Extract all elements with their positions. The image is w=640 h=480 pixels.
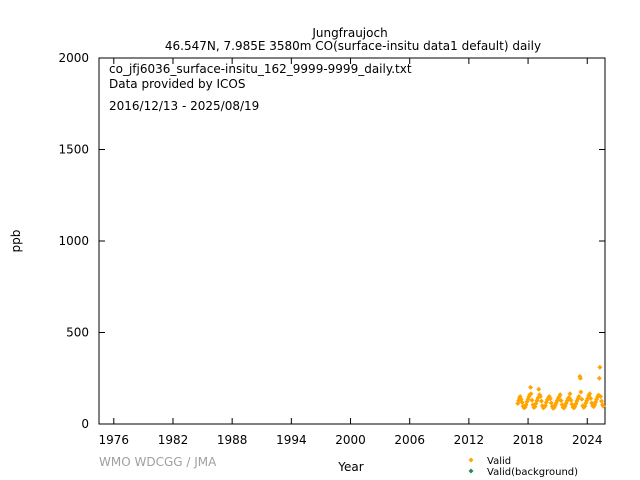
y-axis-label: ppb <box>9 230 23 253</box>
data-point-valid <box>536 386 542 392</box>
x-tick-label: 2018 <box>513 433 544 447</box>
data-point-valid <box>528 391 534 397</box>
data-point-valid <box>538 398 544 404</box>
x-tick-label: 2000 <box>335 433 366 447</box>
x-tick-label: 2012 <box>454 433 485 447</box>
y-tick-label: 1000 <box>58 234 89 248</box>
y-axis: 0 500 1000 1500 2000 <box>58 51 605 431</box>
data-point-valid <box>557 392 563 398</box>
data-point-valid <box>597 364 603 370</box>
data-point-valid <box>519 399 525 405</box>
x-tick-label: 2024 <box>572 433 603 447</box>
data-point-valid <box>577 375 583 381</box>
y-tick-label: 500 <box>66 326 89 340</box>
data-point-valid <box>537 394 543 400</box>
x-axis-label: Year <box>337 460 363 474</box>
chart-subtitle: 46.547N, 7.985E 3580m CO(surface-insitu … <box>165 39 541 53</box>
legend-label-valid-background: Valid(background) <box>487 467 578 478</box>
data-point-valid <box>599 398 605 404</box>
data-point-valid <box>579 396 585 402</box>
data-point-valid <box>596 375 602 381</box>
data-point-valid <box>598 394 604 400</box>
legend-marker-valid-background <box>468 468 474 474</box>
x-tick-label: 1994 <box>276 433 307 447</box>
annotation-filename: co_jfj6036_surface-insitu_162_9999-9999_… <box>109 62 412 76</box>
data-point-valid <box>576 394 582 400</box>
credit-text: WMO WDCGG / JMA <box>99 455 217 469</box>
data-point-valid <box>567 391 573 397</box>
annotation-provider: Data provided by ICOS <box>109 77 245 91</box>
data-point-valid <box>529 397 535 403</box>
x-tick-label: 1982 <box>158 433 189 447</box>
data-point-valid <box>578 389 584 395</box>
x-tick-label: 1988 <box>217 433 248 447</box>
x-tick-label: 2006 <box>394 433 425 447</box>
data-point-valid <box>587 391 593 397</box>
data-point-valid <box>547 396 553 402</box>
data-point-valid <box>528 384 534 390</box>
data-point-valid <box>600 403 606 409</box>
chart-title: Jungfraujoch <box>311 26 387 40</box>
data-point-valid <box>558 398 564 404</box>
annotation-period: 2016/12/13 - 2025/08/19 <box>109 99 259 113</box>
legend: Valid Valid(background) <box>468 456 578 478</box>
y-tick-label: 2000 <box>58 51 89 65</box>
x-axis: 1976 1982 1988 1994 2000 2006 2012 2018 2024 <box>99 58 603 447</box>
x-tick-label: 1976 <box>99 433 130 447</box>
data-point-valid <box>568 397 574 403</box>
y-tick-label: 1500 <box>58 143 89 157</box>
data-points <box>515 364 606 411</box>
legend-marker-valid <box>468 457 474 463</box>
legend-label-valid: Valid <box>487 456 511 467</box>
data-point-valid <box>588 395 594 401</box>
y-tick-label: 0 <box>81 417 89 431</box>
